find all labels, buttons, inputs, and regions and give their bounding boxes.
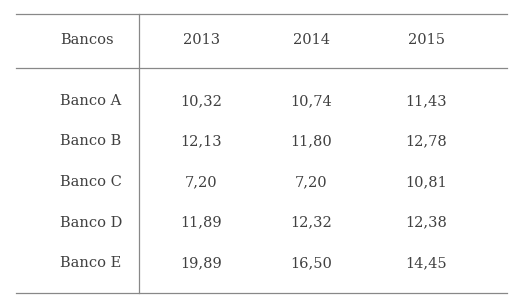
Text: Banco B: Banco B [60,135,121,148]
Text: Banco C: Banco C [60,175,122,189]
Text: Banco A: Banco A [60,94,121,108]
Text: 16,50: 16,50 [290,256,332,270]
Text: 12,13: 12,13 [180,135,222,148]
Text: 10,74: 10,74 [290,94,332,108]
Text: 2015: 2015 [408,33,445,47]
Text: 11,43: 11,43 [405,94,447,108]
Text: 12,32: 12,32 [290,216,332,230]
Text: 12,78: 12,78 [405,135,447,148]
Text: 14,45: 14,45 [405,256,447,270]
Text: 11,89: 11,89 [180,216,222,230]
Text: Bancos: Bancos [60,33,114,47]
Text: 2013: 2013 [183,33,220,47]
Text: Banco E: Banco E [60,256,121,270]
Text: 10,81: 10,81 [405,175,447,189]
Text: Banco D: Banco D [60,216,122,230]
Text: 11,80: 11,80 [290,135,332,148]
Text: 12,38: 12,38 [405,216,447,230]
Text: 19,89: 19,89 [180,256,222,270]
Text: 2014: 2014 [293,33,329,47]
Text: 7,20: 7,20 [295,175,327,189]
Text: 7,20: 7,20 [185,175,218,189]
Text: 10,32: 10,32 [180,94,222,108]
